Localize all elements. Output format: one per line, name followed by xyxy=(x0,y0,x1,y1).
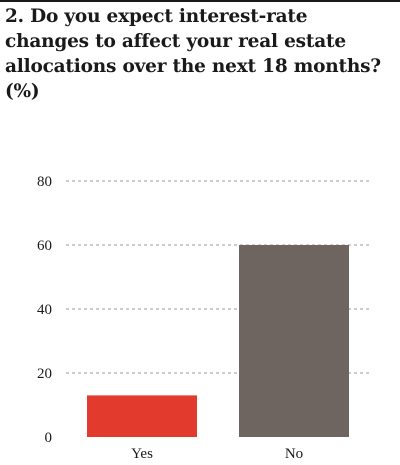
x-tick-no: No xyxy=(285,446,303,462)
y-tick-0: 0 xyxy=(45,430,53,446)
top-rule xyxy=(0,0,400,2)
bar-yes xyxy=(87,395,197,437)
y-tick-80: 80 xyxy=(37,174,52,190)
y-tick-60: 60 xyxy=(37,238,52,254)
bar-no xyxy=(239,245,349,437)
y-tick-20: 20 xyxy=(37,366,52,382)
x-tick-labels: Yes No xyxy=(131,446,303,462)
bars xyxy=(87,245,349,437)
y-tick-labels: 0 20 40 60 80 xyxy=(37,174,52,446)
x-tick-yes: Yes xyxy=(131,446,153,462)
chart-title: 2. Do you expect interest-rate changes t… xyxy=(5,6,381,102)
y-tick-40: 40 xyxy=(37,302,52,318)
